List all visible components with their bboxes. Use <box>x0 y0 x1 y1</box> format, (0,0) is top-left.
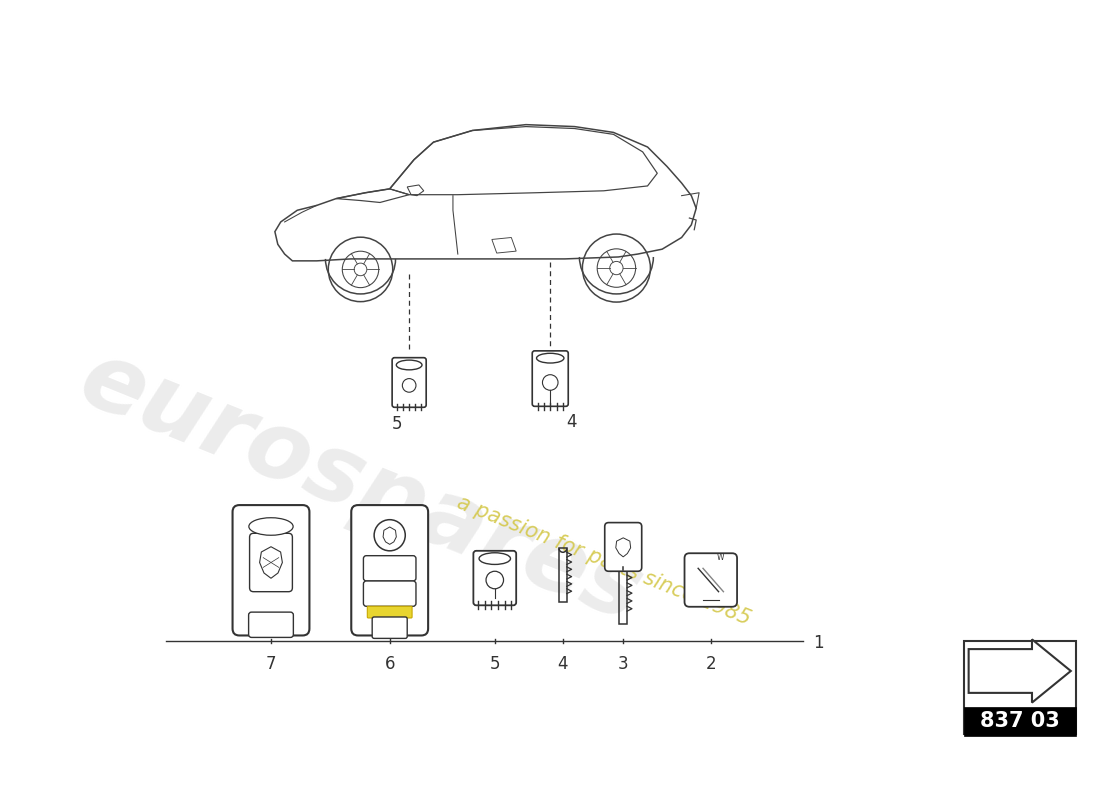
Text: W: W <box>717 553 724 562</box>
FancyBboxPatch shape <box>964 642 1076 734</box>
Ellipse shape <box>537 354 564 363</box>
FancyBboxPatch shape <box>367 606 412 618</box>
Text: 1: 1 <box>813 634 824 652</box>
Text: 5: 5 <box>393 415 403 433</box>
FancyBboxPatch shape <box>249 612 294 638</box>
Text: eurospares: eurospares <box>66 333 654 642</box>
Text: 2: 2 <box>705 655 716 673</box>
Text: a passion for parts since 1985: a passion for parts since 1985 <box>454 492 754 629</box>
Circle shape <box>374 520 405 551</box>
FancyBboxPatch shape <box>392 358 426 407</box>
FancyBboxPatch shape <box>684 554 737 606</box>
Text: 7: 7 <box>266 655 276 673</box>
FancyBboxPatch shape <box>363 556 416 581</box>
FancyBboxPatch shape <box>250 534 293 592</box>
Ellipse shape <box>249 518 293 535</box>
FancyBboxPatch shape <box>605 522 641 571</box>
FancyBboxPatch shape <box>232 505 309 635</box>
Polygon shape <box>969 639 1070 702</box>
Ellipse shape <box>480 553 510 565</box>
FancyBboxPatch shape <box>964 706 1076 736</box>
FancyBboxPatch shape <box>351 505 428 635</box>
Text: 4: 4 <box>566 414 576 431</box>
FancyBboxPatch shape <box>532 351 569 406</box>
Text: 4: 4 <box>558 655 568 673</box>
FancyBboxPatch shape <box>372 617 407 638</box>
Text: 837 03: 837 03 <box>980 711 1059 731</box>
FancyBboxPatch shape <box>363 581 416 606</box>
Text: 5: 5 <box>490 655 500 673</box>
Text: 3: 3 <box>618 655 628 673</box>
FancyBboxPatch shape <box>473 551 516 606</box>
Ellipse shape <box>396 360 422 370</box>
Text: 6: 6 <box>384 655 395 673</box>
